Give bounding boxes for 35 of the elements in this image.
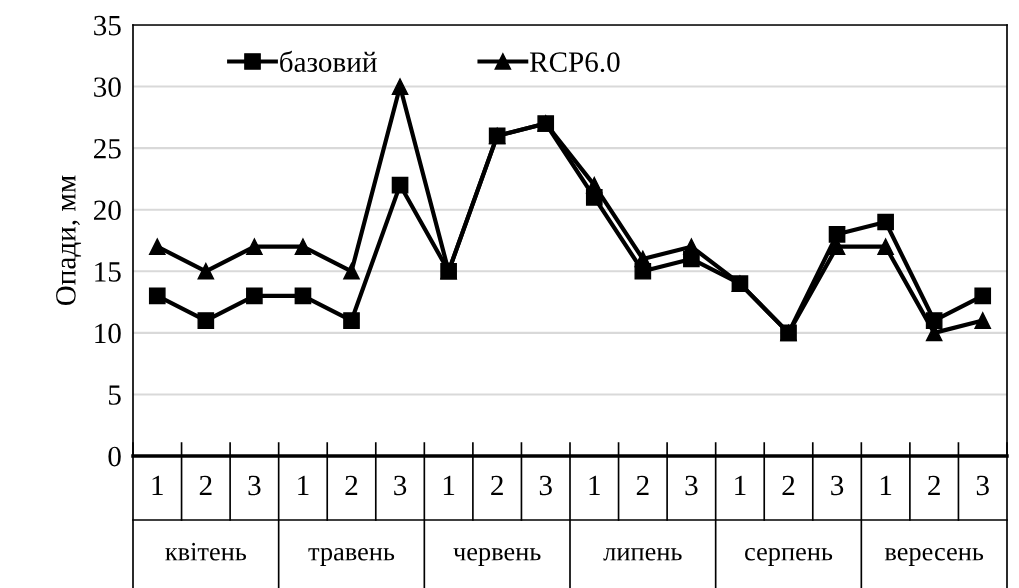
y-tick-label: 20 bbox=[94, 200, 121, 221]
text: травень bbox=[308, 547, 395, 566]
x-tick-label: 2 bbox=[491, 475, 503, 496]
y-tick-label: 0 bbox=[108, 446, 121, 467]
text: червень bbox=[453, 547, 541, 566]
x-tick-label: 2 bbox=[928, 475, 940, 496]
text: липень bbox=[603, 547, 682, 561]
x-tick-label: 1 bbox=[152, 475, 163, 496]
x-tick-label: 3 bbox=[685, 475, 698, 496]
text: квітень bbox=[165, 542, 247, 561]
x-tick-label: 2 bbox=[782, 475, 795, 496]
y-tick-label: 15 bbox=[95, 262, 121, 282]
x-tick-label: 1 bbox=[298, 475, 309, 496]
x-tick-label: 2 bbox=[345, 475, 358, 496]
y-tick-label: 10 bbox=[95, 323, 121, 344]
y-tick-label: 35 bbox=[94, 15, 121, 36]
x-tick-label: 1 bbox=[735, 475, 746, 496]
x-tick-label: 3 bbox=[831, 475, 844, 496]
x-tick-label: 1 bbox=[880, 475, 892, 496]
x-tick-label: 3 bbox=[248, 475, 261, 496]
y-tick-label: 5 bbox=[109, 385, 121, 405]
x-tick-label: 3 bbox=[394, 475, 407, 496]
y-tick-label: 25 bbox=[94, 138, 121, 159]
text: вересень bbox=[884, 547, 984, 566]
y-tick-label: 30 bbox=[94, 77, 121, 97]
legend-label: базовий bbox=[280, 50, 377, 72]
text: серпень bbox=[745, 547, 833, 566]
x-tick-label: 1 bbox=[443, 475, 455, 496]
legend-label: RCP6.0 bbox=[529, 52, 620, 73]
x-tick-label: 2 bbox=[636, 475, 649, 496]
x-tick-label: 1 bbox=[589, 475, 600, 496]
y-axis-title: Опади, мм bbox=[56, 175, 82, 306]
x-tick-label: 2 bbox=[199, 475, 212, 496]
x-tick-label: 3 bbox=[976, 475, 989, 496]
x-tick-label: 3 bbox=[539, 475, 552, 496]
